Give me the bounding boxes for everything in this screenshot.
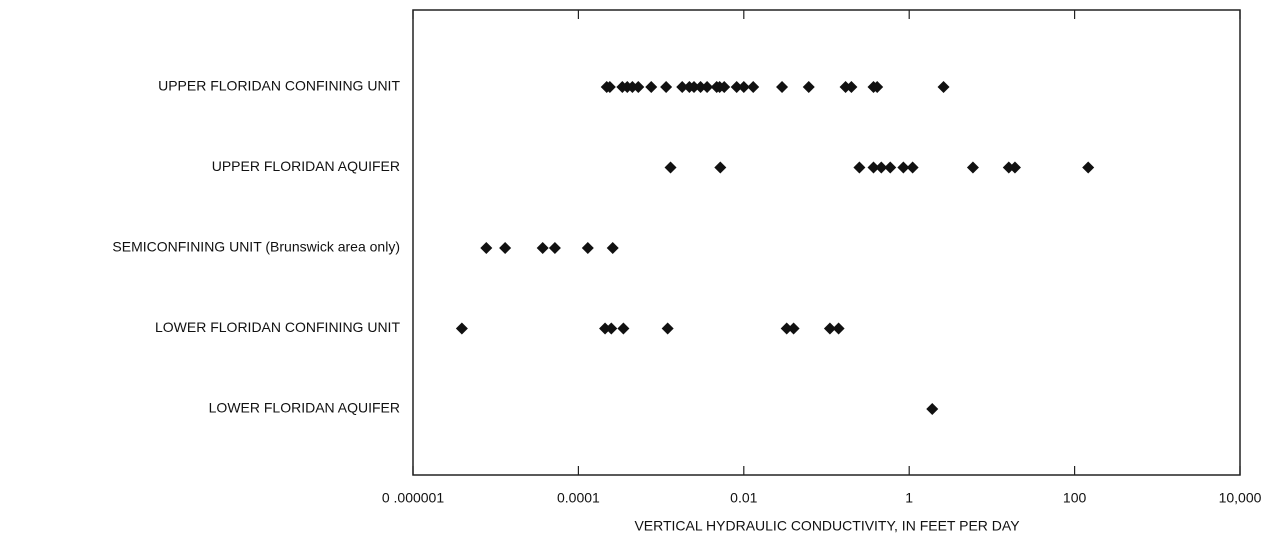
data-point [730,81,743,93]
data-point [737,81,750,93]
data-point [605,322,618,335]
data-point [599,322,612,335]
data-point [581,242,594,254]
data-point [718,81,731,93]
data-point [937,81,950,93]
data-point [802,81,815,93]
category-label: UPPER FLORIDAN AQUIFER [212,158,400,174]
category-label: LOWER FLORIDAN AQUIFER [209,400,400,416]
data-point [664,161,677,174]
x-tick-label: 100 [1063,490,1087,506]
data-point [884,161,897,174]
data-point [694,81,707,93]
category-label: LOWER FLORIDAN CONFINING UNIT [155,319,400,335]
data-point [714,161,727,174]
data-point [926,403,939,415]
data-point [845,81,858,93]
data-point [871,81,884,93]
data-point [536,242,549,254]
data-point [660,81,673,93]
data-point [747,81,760,93]
data-point [1008,161,1021,174]
data-point [645,81,658,93]
data-point [1082,161,1095,174]
x-tick-label: 0.0001 [557,490,600,506]
data-point [823,322,836,335]
data-point [897,161,910,174]
data-point [480,242,493,254]
data-point [455,322,468,335]
category-label: UPPER FLORIDAN CONFINING UNIT [158,78,400,94]
x-tick-label: 0 .000001 [382,490,444,506]
data-point [661,322,674,335]
x-tick-label: 10,000 [1219,490,1262,506]
data-point [606,242,619,254]
data-point [875,161,888,174]
data-point [603,81,616,93]
data-point [906,161,919,174]
x-axis-label: VERTICAL HYDRAULIC CONDUCTIVITY, IN FEET… [634,518,1020,534]
data-point [832,322,845,335]
data-point [867,161,880,174]
data-point [966,161,979,174]
data-point [688,81,701,93]
data-point [499,242,512,254]
data-point [787,322,800,335]
x-tick-label: 1 [905,490,913,506]
plot-frame [412,9,1241,476]
data-point [780,322,793,335]
data-point [1002,161,1015,174]
data-point [548,242,561,254]
data-point [776,81,789,93]
category-label: SEMICONFINING UNIT (Brunswick area only) [112,239,400,255]
data-point [617,322,630,335]
data-point [676,81,689,93]
data-point [701,81,714,93]
x-tick-label: 0.01 [730,490,757,506]
data-point [853,161,866,174]
data-point [632,81,645,93]
